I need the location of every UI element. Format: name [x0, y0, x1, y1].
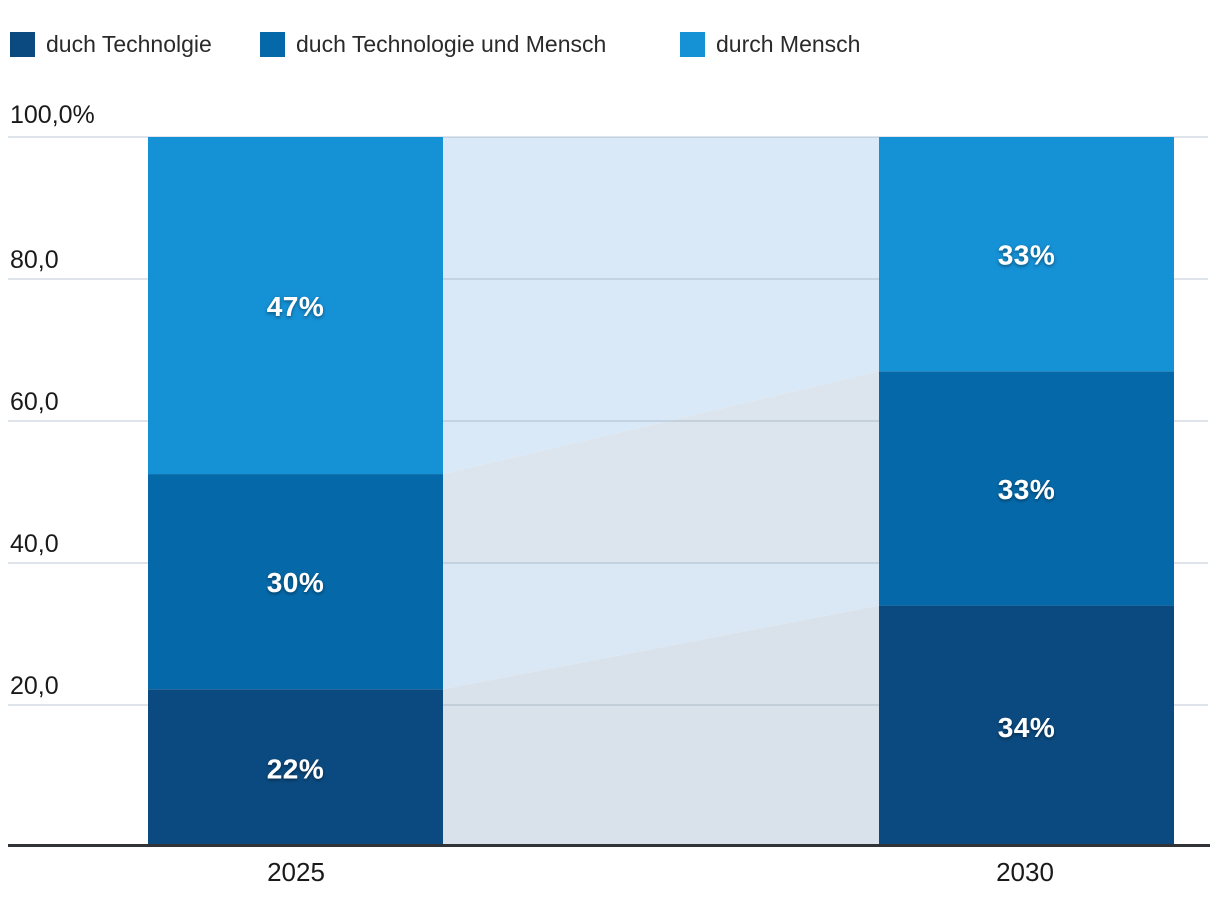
y-tick-label-80: 80,0 — [10, 246, 59, 274]
flow-zone-technologie-und-mensch — [443, 563, 879, 690]
bar-value-label-2030-segment-1: 33% — [998, 474, 1056, 505]
bar-2025-segment-2[interactable] — [148, 137, 443, 475]
legend-swatch-light-blue — [680, 32, 705, 57]
legend-swatch-dark-blue — [10, 32, 35, 57]
x-axis-line — [8, 844, 1210, 847]
flow-zone-shade-lower — [443, 605, 879, 847]
legend-label: duch Technologie und Mensch — [296, 31, 607, 57]
y-tick-label-60: 60,0 — [10, 388, 59, 416]
bar-value-label-2030-segment-0: 34% — [998, 712, 1056, 743]
bar-2025-segment-1[interactable] — [148, 474, 443, 690]
bar-value-label-2025-segment-2: 47% — [267, 291, 325, 322]
bar-value-label-2025-segment-1: 30% — [267, 567, 325, 598]
y-tick-label-100: 100,0% — [10, 101, 95, 129]
legend-label: durch Mensch — [716, 31, 861, 57]
bar-2025-segment-0[interactable] — [148, 689, 443, 847]
legend-item-duch-technolgie[interactable]: duch Technolgie — [10, 31, 212, 57]
legend-swatch-medium-blue — [260, 32, 285, 57]
legend-item-durch-mensch[interactable]: durch Mensch — [680, 31, 861, 57]
bar-value-label-2030-segment-2: 33% — [998, 240, 1056, 271]
flow-zone-mensch — [443, 137, 879, 475]
flow-zone-shade-upper — [443, 371, 879, 563]
bar-value-label-2025-segment-0: 22% — [267, 754, 325, 785]
bar-2030-segment-2[interactable] — [879, 137, 1174, 372]
bar-2030-segment-0[interactable] — [879, 605, 1174, 847]
legend-label: duch Technolgie — [46, 31, 212, 57]
bar-2030-segment-1[interactable] — [879, 371, 1174, 606]
y-tick-label-40: 40,0 — [10, 530, 59, 558]
legend: duch Technolgie duch Technologie und Men… — [0, 0, 1220, 70]
y-tick-label-20: 20,0 — [10, 672, 59, 700]
legend-item-duch-technologie-und-mensch[interactable]: duch Technologie und Mensch — [260, 31, 607, 57]
category-label-2030: 2030 — [996, 857, 1054, 887]
category-label-2025: 2025 — [267, 857, 325, 887]
